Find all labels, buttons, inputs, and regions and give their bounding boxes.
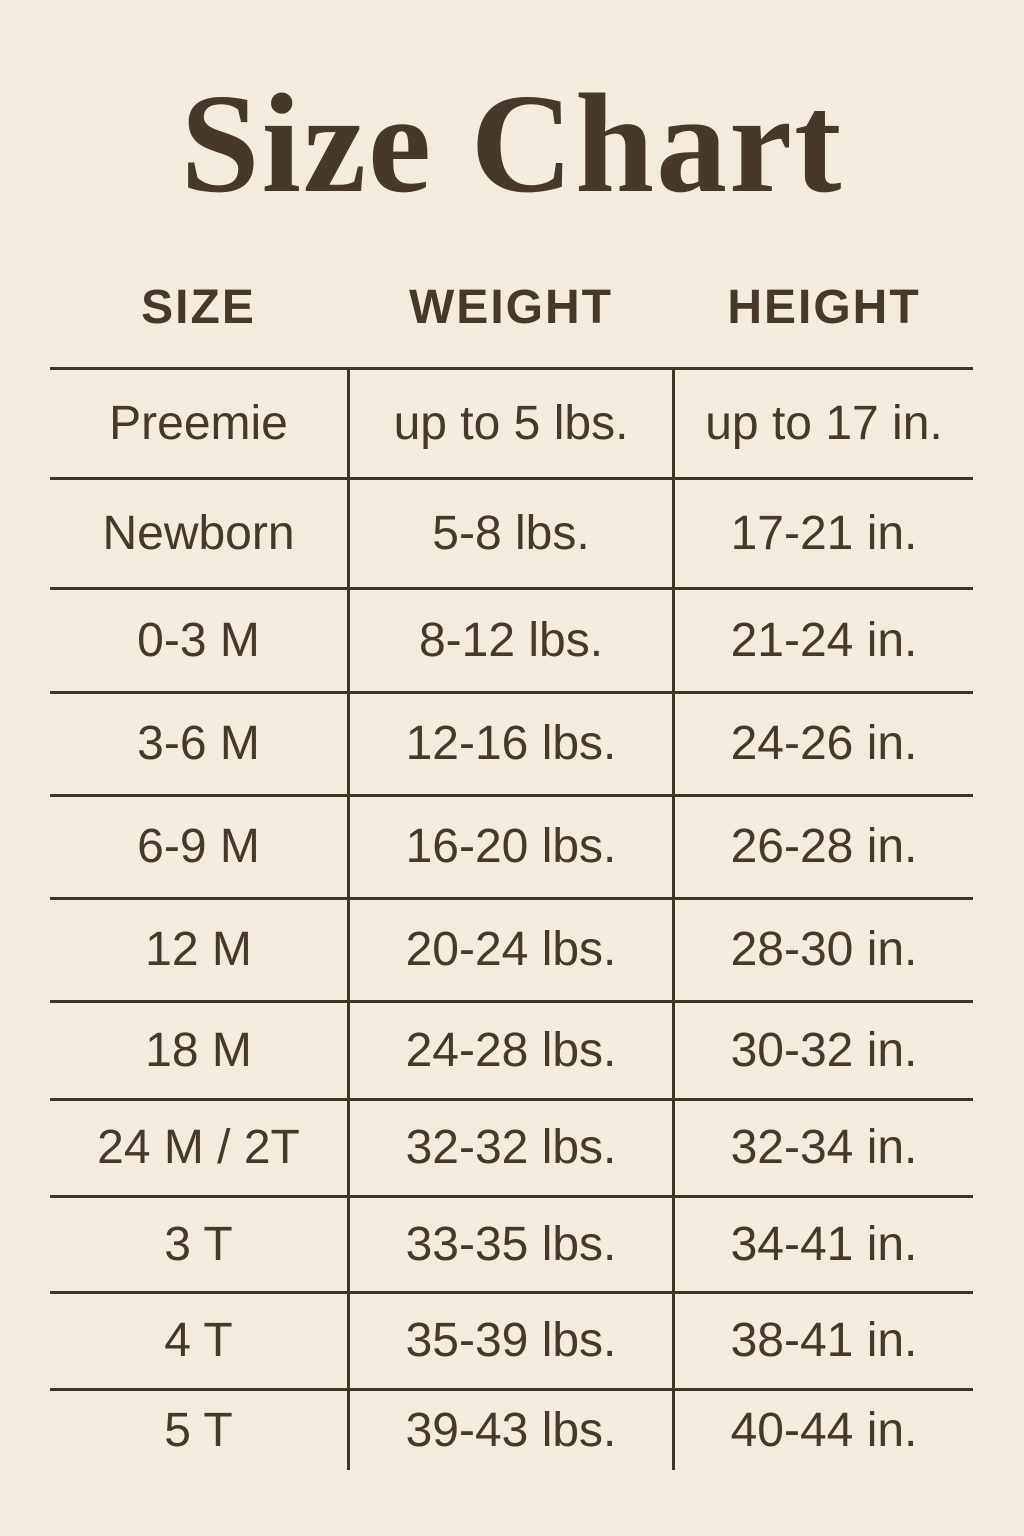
cell-height: 17-21 in. bbox=[730, 506, 918, 560]
cell-weight: 12-16 lbs. bbox=[347, 694, 675, 794]
cell-size: Preemie bbox=[109, 396, 288, 450]
cell-height: 30-32 in. bbox=[730, 1023, 918, 1077]
column-header-size: SIZE bbox=[141, 281, 256, 334]
cell-size: 24 M / 2T bbox=[97, 1121, 300, 1174]
cell-weight: 8-12 lbs. bbox=[347, 590, 675, 691]
table-row: 3-6 M 12-16 lbs. 24-26 in. bbox=[50, 691, 973, 794]
cell-weight: 39-43 lbs. bbox=[347, 1391, 675, 1470]
cell-size: 12 M bbox=[145, 923, 252, 976]
table-header-row: SIZE WEIGHT HEIGHT bbox=[50, 284, 973, 332]
cell-size: 5 T bbox=[164, 1403, 233, 1457]
cell-weight: up to 5 lbs. bbox=[347, 370, 675, 477]
table-row: 0-3 M 8-12 lbs. 21-24 in. bbox=[50, 587, 973, 691]
table-row: 5 T 39-43 lbs. 40-44 in. bbox=[50, 1388, 973, 1470]
column-header-height: HEIGHT bbox=[727, 281, 921, 334]
page-title: Size Chart bbox=[180, 64, 844, 222]
cell-height: 21-24 in. bbox=[730, 613, 918, 667]
cell-size: 3-6 M bbox=[137, 717, 260, 770]
cell-size: 18 M bbox=[145, 1023, 252, 1077]
table-row: 24 M / 2T 32-32 lbs. 32-34 in. bbox=[50, 1098, 973, 1195]
column-header-weight: WEIGHT bbox=[409, 281, 613, 334]
cell-height: 32-34 in. bbox=[730, 1121, 918, 1174]
cell-weight: 33-35 lbs. bbox=[347, 1198, 675, 1291]
cell-weight: 32-32 lbs. bbox=[347, 1101, 675, 1195]
cell-weight: 35-39 lbs. bbox=[347, 1294, 675, 1388]
cell-height: 38-41 in. bbox=[730, 1314, 918, 1367]
cell-height: 26-28 in. bbox=[730, 820, 918, 873]
table-row: 4 T 35-39 lbs. 38-41 in. bbox=[50, 1291, 973, 1388]
cell-size: 6-9 M bbox=[137, 820, 260, 873]
table-row: 18 M 24-28 lbs. 30-32 in. bbox=[50, 1000, 973, 1098]
table-row: 12 M 20-24 lbs. 28-30 in. bbox=[50, 897, 973, 1000]
cell-height: up to 17 in. bbox=[705, 396, 943, 450]
table-row: 6-9 M 16-20 lbs. 26-28 in. bbox=[50, 794, 973, 897]
cell-size: 4 T bbox=[164, 1314, 233, 1367]
cell-weight: 5-8 lbs. bbox=[347, 480, 675, 587]
cell-size: 3 T bbox=[164, 1217, 233, 1271]
cell-weight: 24-28 lbs. bbox=[347, 1003, 675, 1098]
cell-size: 0-3 M bbox=[137, 613, 260, 667]
cell-weight: 20-24 lbs. bbox=[347, 900, 675, 1000]
cell-height: 40-44 in. bbox=[730, 1403, 918, 1457]
cell-height: 34-41 in. bbox=[730, 1217, 918, 1271]
table-row: 3 T 33-35 lbs. 34-41 in. bbox=[50, 1195, 973, 1291]
cell-height: 28-30 in. bbox=[730, 923, 918, 976]
table-row: Newborn 5-8 lbs. 17-21 in. bbox=[50, 477, 973, 587]
table-row: Preemie up to 5 lbs. up to 17 in. bbox=[50, 367, 973, 477]
cell-weight: 16-20 lbs. bbox=[347, 797, 675, 897]
size-table: Preemie up to 5 lbs. up to 17 in. Newbor… bbox=[50, 367, 973, 1470]
cell-size: Newborn bbox=[102, 506, 295, 560]
cell-height: 24-26 in. bbox=[730, 717, 918, 770]
